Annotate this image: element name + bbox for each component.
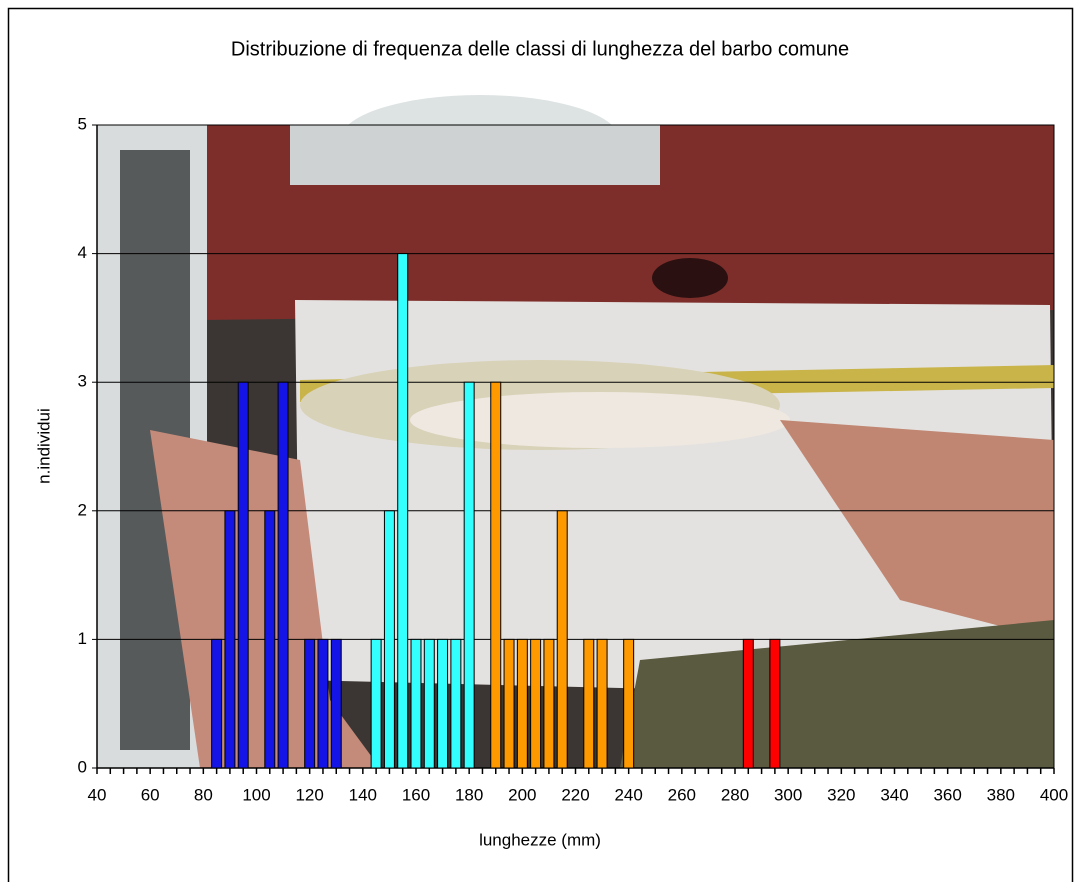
bar [530,638,542,769]
bar [583,638,595,769]
x-tick-label: 300 [774,785,802,804]
x-tick-label: 160 [402,785,430,804]
y-tick-label: 0 [78,757,87,776]
bar [237,381,249,769]
x-tick-label: 140 [349,785,377,804]
x-axis-label: lunghezze (mm) [479,830,601,849]
y-tick-label: 2 [78,500,87,519]
bar [623,638,635,769]
bar [304,638,316,769]
bar [463,381,475,769]
x-tick-label: 220 [561,785,589,804]
bar [437,638,449,769]
bar [383,510,395,769]
bar [423,638,435,769]
y-tick-label: 1 [78,629,87,648]
bar [397,253,409,769]
x-tick-label: 120 [295,785,323,804]
bar [317,638,329,769]
bar [224,510,236,769]
bar [264,510,276,769]
x-tick-label: 340 [880,785,908,804]
x-tick-label: 380 [987,785,1015,804]
bar [516,638,528,769]
bar [543,638,555,769]
bar [769,638,781,769]
bar [370,638,382,769]
x-tick-label: 400 [1040,785,1068,804]
x-tick-label: 280 [721,785,749,804]
y-axis-label: n.individui [34,408,53,484]
x-tick-label: 240 [614,785,642,804]
x-tick-label: 360 [933,785,961,804]
x-tick-label: 60 [141,785,160,804]
bar [410,638,422,769]
x-tick-label: 260 [668,785,696,804]
y-tick-label: 4 [78,243,87,262]
bar [742,638,754,769]
bar [450,638,462,769]
chart-title: Distribuzione di frequenza delle classi … [231,38,849,60]
bar [490,381,502,769]
bar [277,381,289,769]
x-tick-label: 180 [455,785,483,804]
bar [211,638,223,769]
x-tick-label: 40 [88,785,107,804]
y-tick-label: 3 [78,372,87,391]
bar [503,638,515,769]
x-tick-label: 100 [242,785,270,804]
x-tick-label: 80 [194,785,213,804]
bar [596,638,608,769]
x-tick-label: 200 [508,785,536,804]
bar [330,638,342,769]
y-tick-label: 5 [78,114,87,133]
bar [556,510,568,769]
x-tick-label: 320 [827,785,855,804]
